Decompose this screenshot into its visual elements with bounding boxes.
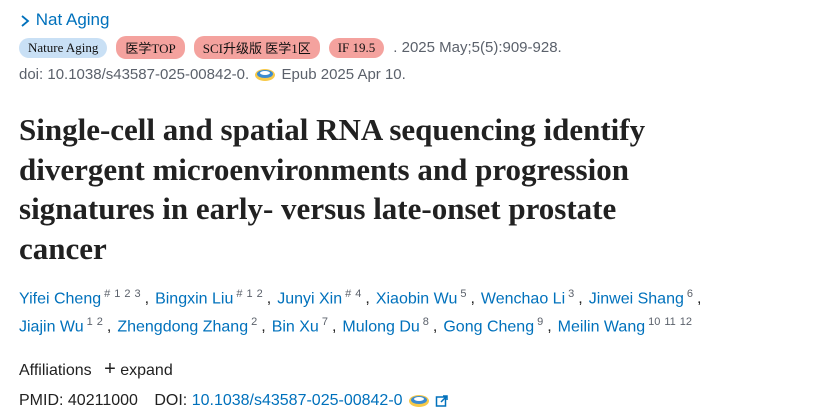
affiliation-ref[interactable]: 6 <box>686 288 693 300</box>
separator: , <box>261 318 266 336</box>
author-affiliations: 10 11 12 <box>648 316 696 328</box>
author-affiliations: 9 <box>537 316 547 328</box>
affiliation-ref[interactable]: 2 <box>256 288 263 300</box>
pmid-label: PMID: <box>19 392 64 409</box>
doi-text: doi: 10.1038/s43587-025-00842-0. <box>19 66 250 83</box>
separator: , <box>578 290 583 308</box>
separator: , <box>106 318 112 336</box>
affiliation-ref[interactable]: 1 <box>246 288 253 300</box>
author-affiliations: #1 2 <box>236 288 266 300</box>
expand-icon[interactable]: + <box>104 358 116 380</box>
affiliation-ref[interactable]: 2 <box>251 316 258 328</box>
separator: , <box>547 318 552 336</box>
journal-row: Nat Aging <box>19 10 109 30</box>
affiliation-ref[interactable]: 10 <box>648 316 661 328</box>
separator: , <box>432 318 438 336</box>
affiliation-ref[interactable]: # <box>104 288 111 300</box>
affiliation-ref[interactable]: 3 <box>568 288 575 300</box>
author-name[interactable]: Mulong Du <box>342 318 420 336</box>
author-name[interactable]: Jinwei Shang <box>588 290 684 308</box>
separator: , <box>470 290 475 308</box>
pmid: 40211000 <box>67 392 138 409</box>
author-name[interactable]: Bingxin Liu <box>155 290 234 308</box>
author-name[interactable]: Bin Xu <box>271 318 319 336</box>
title-line: divergent microenvironments and progress… <box>19 151 629 187</box>
affiliation-ref[interactable]: 12 <box>679 316 693 328</box>
author-affiliations: 2 <box>251 316 261 328</box>
badge: IF 19.5 <box>328 37 385 58</box>
chevron-icon <box>21 14 30 27</box>
author-affiliations: 8 <box>423 316 433 328</box>
article-title: Single-cell and spatial RNA sequencing i… <box>19 110 645 268</box>
separator: , <box>697 290 702 308</box>
badge: Nature Aging <box>19 37 108 58</box>
affiliation-ref[interactable]: 5 <box>460 288 467 300</box>
author-name[interactable]: Gong Cheng <box>443 318 535 336</box>
doi-link[interactable]: 10.1038/s43587-025-00842-0 <box>191 392 403 409</box>
journal-link[interactable]: Nat Aging <box>35 10 110 29</box>
affiliation-ref[interactable]: 1 <box>86 316 93 328</box>
author-affiliations: #4 <box>345 288 365 300</box>
badge: SCI升级版 医学1区 <box>193 36 320 59</box>
author-affiliations: 7 <box>322 316 332 328</box>
affiliation-ref[interactable]: 1 <box>114 288 121 300</box>
author-affiliations: #1 2 3 <box>104 288 145 300</box>
citation: . 2025 May;5(5):909-928. <box>393 39 562 56</box>
separator: , <box>144 290 150 308</box>
affiliation-ref[interactable]: # <box>345 288 352 300</box>
title-line: Single-cell and spatial RNA sequencing i… <box>19 112 646 147</box>
separator: , <box>365 290 370 308</box>
doi-icon <box>409 394 429 407</box>
author-name[interactable]: Zhengdong Zhang <box>117 318 249 336</box>
author-row: Yifei Cheng #1 2 3, Bingxin Liu #1 2, Junyi Xin… <box>19 288 707 308</box>
affiliation-ref[interactable]: 3 <box>134 288 141 300</box>
author-row: Jiajin Wu 1 2, Zhengdong Zhang 2, Bin Xu 7, Mul… <box>19 316 696 336</box>
author-affiliations: 3 <box>568 288 578 300</box>
affiliation-ref[interactable]: 4 <box>355 288 362 300</box>
affiliations-row: Affiliations + expand <box>19 358 173 381</box>
epub-text: Epub 2025 Apr 10. <box>281 66 406 83</box>
epub-icon <box>255 69 276 82</box>
separator: , <box>266 290 272 308</box>
doi-row: doi: 10.1038/s43587-025-00842-0. Epub 20… <box>19 66 406 83</box>
external-link-icon[interactable] <box>435 394 449 408</box>
affiliation-ref[interactable]: 2 <box>124 288 131 300</box>
author-name[interactable]: Junyi Xin <box>277 290 343 308</box>
author-name[interactable]: Yifei Cheng <box>19 290 102 308</box>
title-line: signatures in early- versus late-onset p… <box>19 191 617 226</box>
affiliation-ref[interactable]: 11 <box>664 316 676 328</box>
doi-label: DOI: <box>154 392 188 409</box>
author-name[interactable]: Xiaobin Wu <box>375 290 458 308</box>
affiliation-ref[interactable]: 7 <box>321 316 328 328</box>
affiliation-ref[interactable]: 9 <box>537 316 544 328</box>
author-name[interactable]: Jiajin Wu <box>19 318 84 336</box>
badge: 医学TOP <box>116 36 185 59</box>
ids-row: PMID: 40211000 DOI: 10.1038/s43587-025-0… <box>19 392 449 410</box>
affiliation-ref[interactable]: 8 <box>422 316 429 328</box>
affiliation-ref[interactable]: 2 <box>96 316 103 328</box>
title-line: cancer <box>19 230 107 266</box>
author-name[interactable]: Wenchao Li <box>480 290 566 308</box>
affiliations-label: Affiliations <box>19 362 92 379</box>
author-name[interactable]: Meilin Wang <box>557 318 646 336</box>
expand-button[interactable]: expand <box>120 362 173 379</box>
separator: , <box>331 318 337 336</box>
author-affiliations: 6 <box>687 288 697 300</box>
badge-row: Nature Aging 医学TOP SCI升级版 医学1区 IF 19.5 . 202… <box>19 36 562 59</box>
affiliation-ref[interactable]: # <box>236 288 243 300</box>
author-affiliations: 5 <box>460 288 470 300</box>
